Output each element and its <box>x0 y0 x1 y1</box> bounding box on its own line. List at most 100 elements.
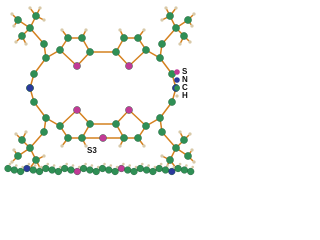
atom <box>124 166 132 174</box>
atom <box>10 166 18 174</box>
atom <box>158 128 166 136</box>
atom <box>84 162 87 166</box>
atom <box>23 164 31 173</box>
atom <box>46 162 50 166</box>
atom <box>184 152 192 160</box>
atom <box>24 42 28 46</box>
atom <box>134 134 142 142</box>
atom <box>14 40 18 44</box>
atom <box>172 144 180 152</box>
atom <box>142 144 146 148</box>
atom <box>156 114 164 122</box>
atom <box>136 164 144 173</box>
atom <box>28 6 32 10</box>
atom <box>67 166 75 174</box>
atom <box>86 120 94 128</box>
atom <box>73 62 81 70</box>
atom <box>125 62 133 70</box>
atom <box>54 167 63 176</box>
atom <box>42 164 50 173</box>
atom <box>29 166 37 174</box>
bonds <box>7 7 195 173</box>
atom <box>161 166 170 174</box>
atom <box>187 167 195 176</box>
atom <box>56 122 64 130</box>
atom <box>52 164 56 167</box>
atom <box>130 167 138 176</box>
atom <box>14 152 22 160</box>
legend-marker <box>174 85 180 91</box>
atom <box>35 167 44 176</box>
atom <box>188 40 192 44</box>
atom <box>185 164 188 167</box>
atom <box>90 164 94 167</box>
atom <box>86 166 94 174</box>
atom <box>98 164 107 173</box>
atom <box>48 166 56 174</box>
atom <box>17 167 25 176</box>
atom <box>78 34 86 42</box>
atom <box>12 148 16 152</box>
atom <box>117 164 126 173</box>
atom <box>24 130 28 134</box>
atom <box>10 160 14 164</box>
atom <box>40 128 48 136</box>
atom <box>141 162 144 166</box>
atom <box>164 6 168 10</box>
atom <box>14 132 18 136</box>
legend-label: S <box>182 67 188 76</box>
atom <box>42 54 50 62</box>
atom <box>79 164 88 173</box>
atom <box>147 164 150 167</box>
atom <box>32 12 40 20</box>
atom <box>122 162 125 166</box>
atom <box>153 165 157 169</box>
atom <box>155 164 163 173</box>
atom <box>26 144 34 152</box>
atom <box>103 162 106 166</box>
legend-marker <box>174 77 180 83</box>
atom <box>159 162 163 166</box>
atom <box>42 114 50 122</box>
atom <box>174 6 178 10</box>
atom <box>40 165 43 169</box>
atom <box>14 164 18 167</box>
atom <box>134 165 138 169</box>
atom <box>111 167 119 176</box>
atom <box>118 28 122 32</box>
atom <box>71 164 75 167</box>
atom <box>64 134 72 142</box>
atom <box>99 134 107 142</box>
atom <box>156 54 164 62</box>
bond <box>59 109 78 127</box>
atom <box>21 165 24 169</box>
atom <box>178 42 182 46</box>
atom <box>180 166 189 174</box>
atom <box>142 122 150 130</box>
atom <box>30 98 38 106</box>
atom <box>112 120 120 128</box>
atom <box>172 165 176 169</box>
atom <box>134 34 142 42</box>
atom <box>42 18 46 22</box>
atom <box>180 32 188 40</box>
atom <box>184 16 192 24</box>
atom <box>120 34 128 42</box>
atom <box>178 162 182 166</box>
atom <box>92 167 100 176</box>
atom <box>115 165 119 169</box>
atom <box>174 164 182 173</box>
atom <box>188 132 192 136</box>
atom <box>112 48 120 56</box>
atom <box>191 165 194 169</box>
atom <box>166 156 174 164</box>
atom <box>8 162 12 166</box>
atom <box>61 164 69 173</box>
atom <box>10 12 14 16</box>
atom <box>190 24 194 28</box>
atom <box>38 6 42 10</box>
bond <box>128 49 147 67</box>
atom <box>65 162 68 166</box>
atom <box>160 18 164 22</box>
